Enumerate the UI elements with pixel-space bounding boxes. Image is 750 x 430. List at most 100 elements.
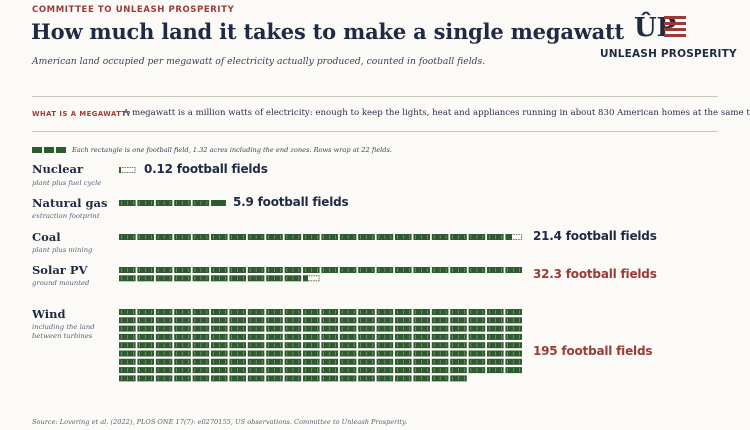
football-field-mark xyxy=(431,342,449,349)
football-field-mark xyxy=(119,325,136,332)
football-field-mark xyxy=(358,267,375,273)
football-field-mark xyxy=(192,350,210,357)
football-field-mark xyxy=(376,375,394,382)
football-field-mark xyxy=(229,350,246,357)
football-field-mark xyxy=(211,309,228,315)
football-field-mark xyxy=(247,267,265,273)
football-field-mark xyxy=(358,325,375,332)
football-field-mark xyxy=(303,234,320,240)
football-field-mark xyxy=(192,333,210,340)
football-field-mark xyxy=(211,367,228,374)
football-field-mark xyxy=(339,267,357,273)
football-field-mark xyxy=(155,325,173,332)
football-field-mark xyxy=(119,375,136,382)
football-field-mark xyxy=(339,317,357,324)
football-field-mark xyxy=(155,358,173,365)
football-field-mark xyxy=(321,350,338,357)
football-field-mark xyxy=(339,350,357,357)
football-field-mark xyxy=(192,342,210,349)
football-field-mark xyxy=(376,358,394,365)
football-field-mark xyxy=(505,367,522,374)
football-field-mark xyxy=(211,317,228,324)
kicker: COMMITTEE TO UNLEASH PROSPERITY xyxy=(32,5,235,15)
football-field-mark xyxy=(303,375,320,382)
football-field-mark xyxy=(431,358,449,365)
football-field-mark xyxy=(211,333,228,340)
football-field-mark xyxy=(247,375,265,382)
divider xyxy=(32,131,718,132)
value-label: 195 football fields xyxy=(533,344,653,358)
football-field-mark xyxy=(487,342,504,349)
football-field-mark xyxy=(229,342,246,349)
football-field-mark xyxy=(247,358,265,365)
football-field-mark xyxy=(413,358,430,365)
football-field-mark xyxy=(137,375,154,382)
football-field-mark xyxy=(266,317,283,324)
football-field-mark xyxy=(413,309,430,315)
football-field-mark xyxy=(431,234,449,240)
football-field-mark xyxy=(137,333,154,340)
logo-text: UNLEASH PROSPERITY xyxy=(600,48,737,60)
football-field-mark xyxy=(119,342,136,349)
football-field-mark xyxy=(450,234,467,240)
football-field-mark xyxy=(413,375,430,382)
football-field-mark xyxy=(155,317,173,324)
football-field-mark xyxy=(376,367,394,374)
football-field-mark xyxy=(431,317,449,324)
football-field-mark xyxy=(303,350,320,357)
category-sublabel: ground mounted xyxy=(32,279,90,287)
football-field-mark xyxy=(413,333,430,340)
football-field-mark xyxy=(229,317,246,324)
football-field-mark xyxy=(247,333,265,340)
football-field-mark xyxy=(395,367,412,374)
football-field-mark xyxy=(174,234,191,240)
football-field-icon xyxy=(32,147,42,153)
football-field-mark xyxy=(450,325,467,332)
football-field-mark xyxy=(137,234,154,240)
football-field-mark xyxy=(358,333,375,340)
football-field-mark xyxy=(339,358,357,365)
football-field-mark xyxy=(155,267,173,273)
football-field-mark xyxy=(174,267,191,273)
football-field-mark xyxy=(174,317,191,324)
football-field-mark xyxy=(119,350,136,357)
football-field-mark xyxy=(266,375,283,382)
football-field-mark xyxy=(431,333,449,340)
football-field-mark xyxy=(450,309,467,315)
football-field-mark xyxy=(487,367,504,374)
football-field-mark xyxy=(284,367,302,374)
football-field-mark xyxy=(229,325,246,332)
football-field-mark xyxy=(266,309,283,315)
football-field-mark xyxy=(505,333,522,340)
football-field-mark xyxy=(468,367,486,374)
football-field-mark xyxy=(174,333,191,340)
football-field-mark xyxy=(174,358,191,365)
football-field-mark xyxy=(395,317,412,324)
football-field-mark xyxy=(174,325,191,332)
football-field-mark xyxy=(155,375,173,382)
football-field-mark xyxy=(284,325,302,332)
football-field-mark xyxy=(247,275,265,282)
football-field-mark xyxy=(321,317,338,324)
football-field-mark xyxy=(247,367,265,374)
category-label: Natural gas xyxy=(32,196,108,210)
football-field-mark xyxy=(450,367,467,374)
football-field-mark xyxy=(284,350,302,357)
category-label: Solar PV xyxy=(32,263,88,277)
value-label: 32.3 football fields xyxy=(533,267,657,281)
football-field-mark xyxy=(266,342,283,349)
football-field-mark xyxy=(155,333,173,340)
football-field-mark xyxy=(174,309,191,315)
football-field-mark xyxy=(119,200,136,206)
definition-text: A megawatt is a million watts of electri… xyxy=(123,108,750,118)
legend-swatch-row xyxy=(32,147,66,153)
football-field-mark xyxy=(247,325,265,332)
football-field-mark xyxy=(468,267,486,273)
football-field-mark xyxy=(192,309,210,315)
source-note: Source: Lovering et al. (2022), PLOS ONE… xyxy=(32,418,407,426)
football-field-mark xyxy=(413,325,430,332)
football-field-mark xyxy=(229,358,246,365)
football-field-mark xyxy=(119,309,136,315)
football-field-mark xyxy=(339,367,357,374)
football-field-mark xyxy=(431,309,449,315)
